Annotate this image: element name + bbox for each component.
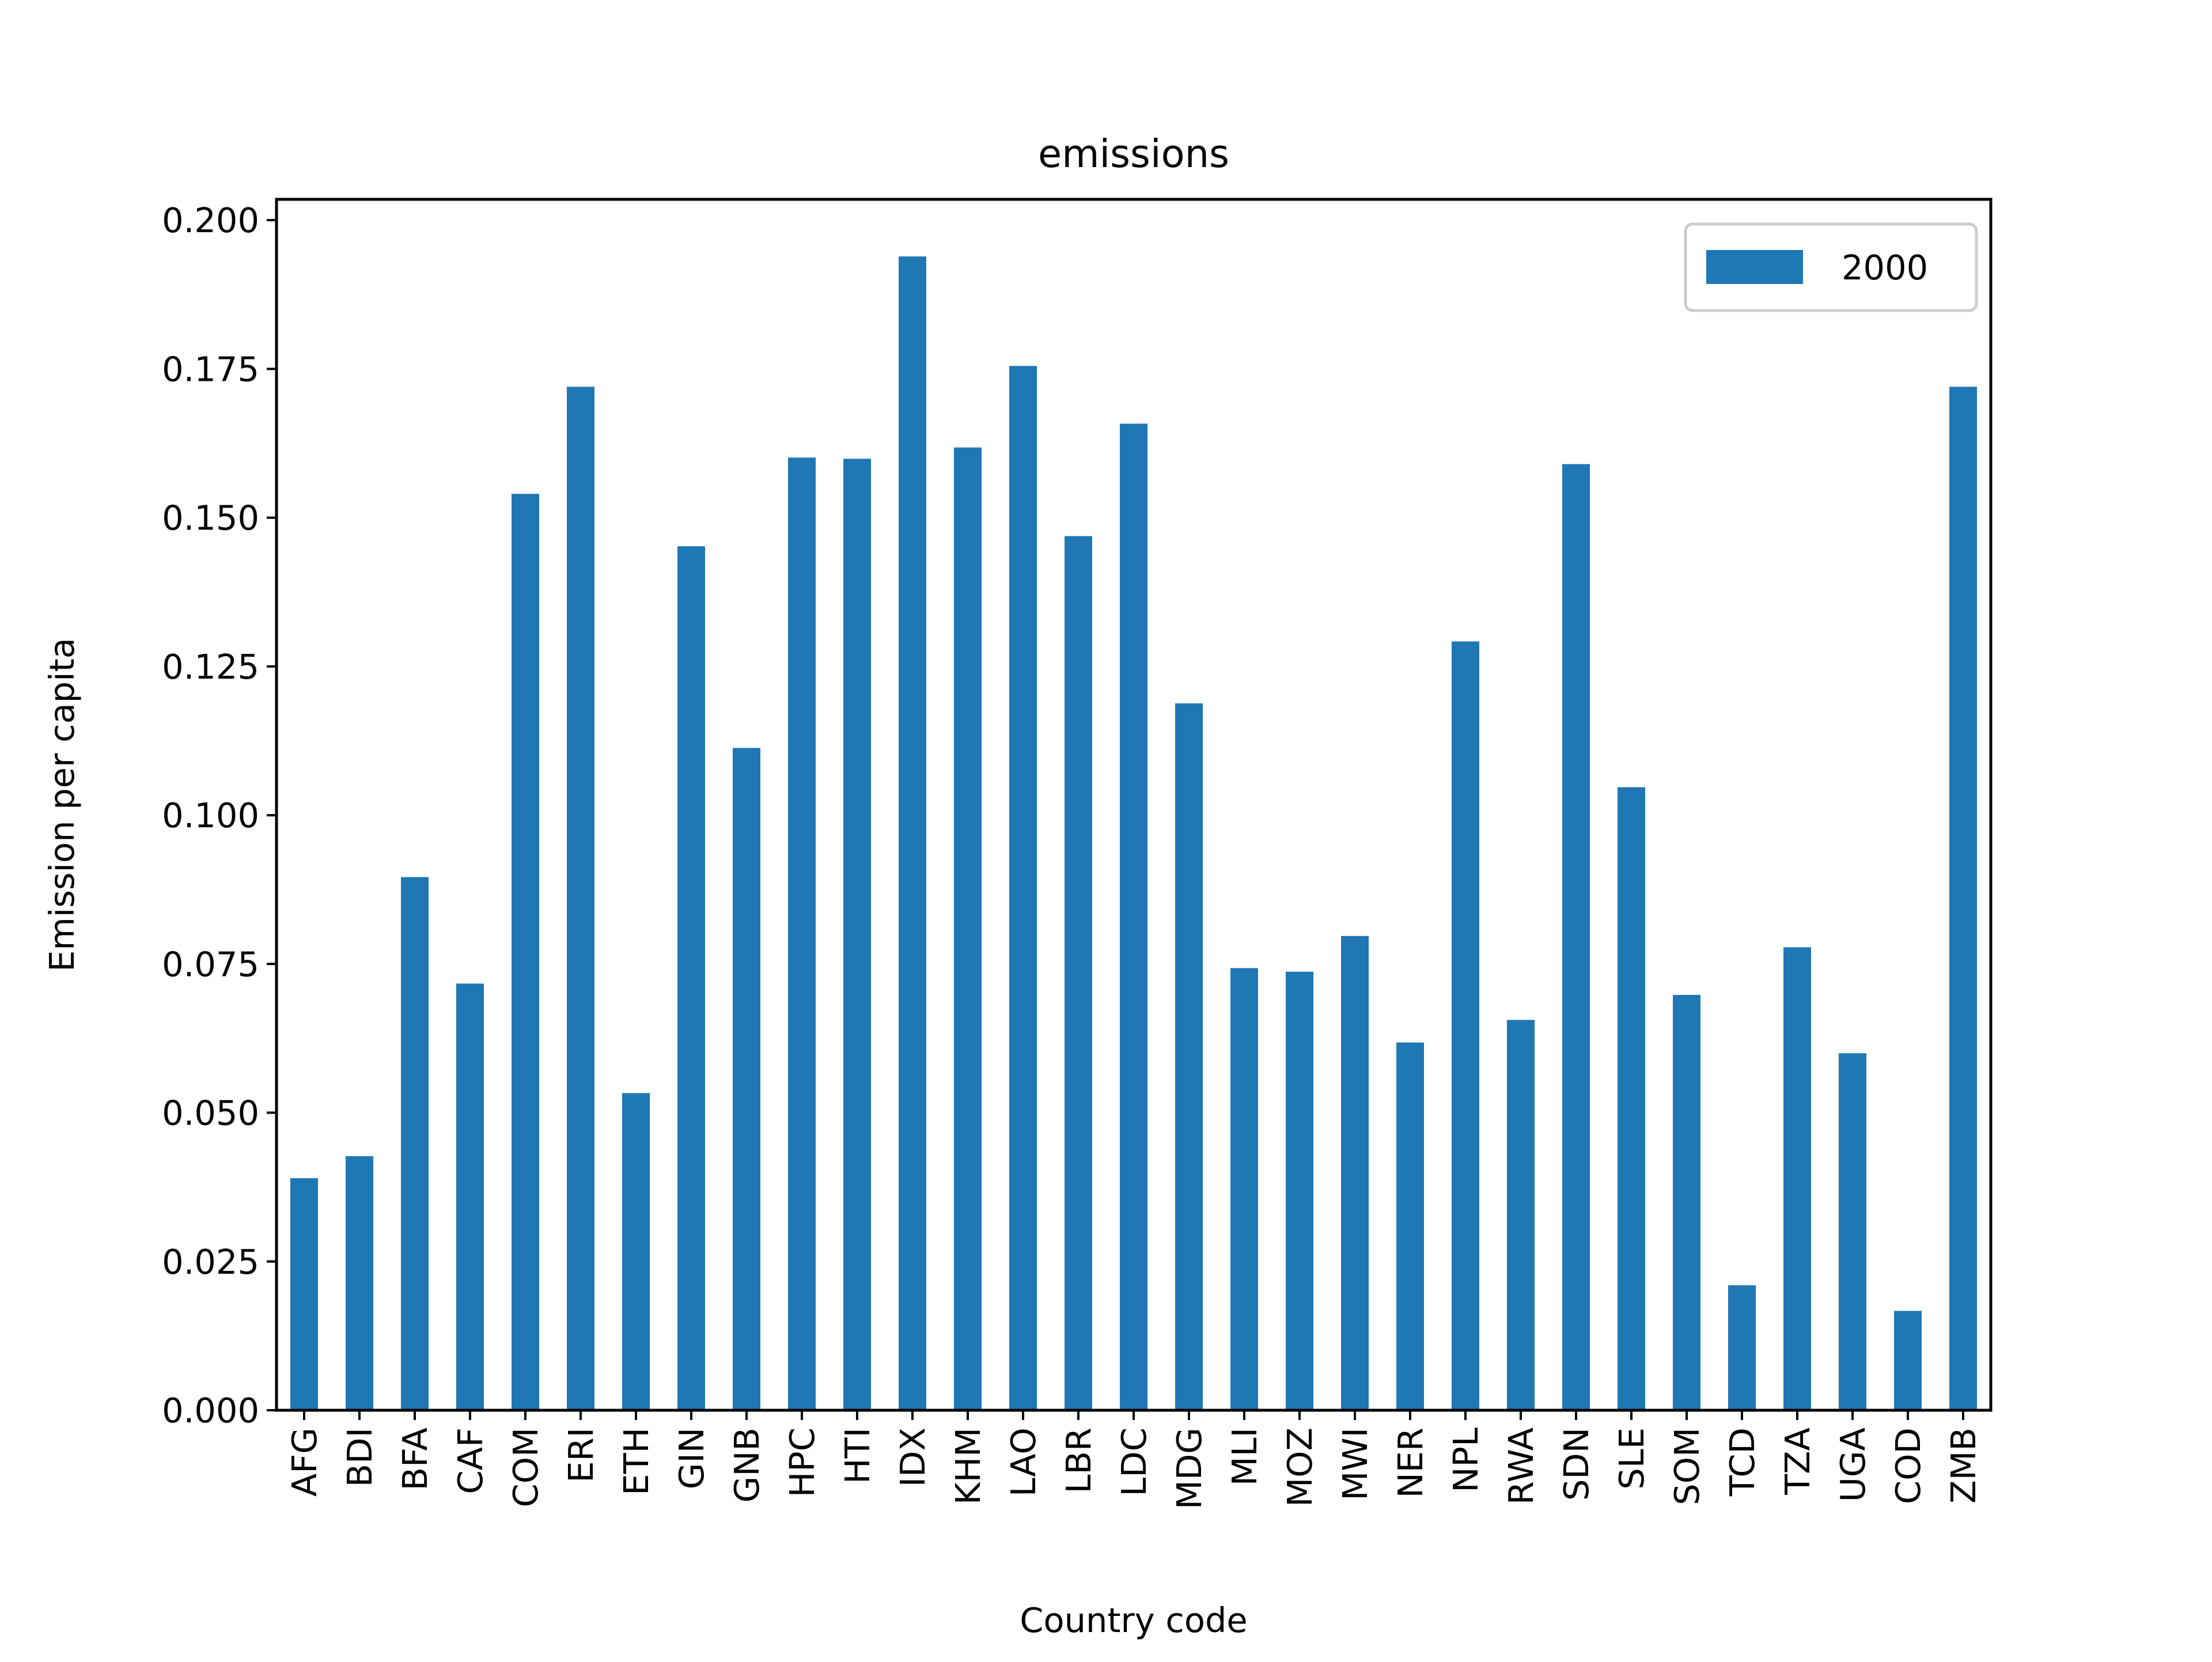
y-tick-label: 0.025 (162, 1242, 259, 1282)
x-tick-label: NER (1391, 1428, 1430, 1498)
bar-som (1673, 995, 1700, 1410)
x-tick-label: UGA (1833, 1428, 1873, 1502)
x-tick-label: BFA (395, 1428, 435, 1490)
x-tick-label: ERI (561, 1428, 601, 1483)
legend-box (1684, 222, 1978, 312)
x-tick-label: NPL (1446, 1428, 1486, 1493)
bar-mdg (1175, 703, 1203, 1410)
x-tick-label: TZA (1778, 1428, 1817, 1496)
bar-gnb (733, 748, 760, 1410)
bar-gin (677, 546, 705, 1410)
x-tick-label: LDC (1114, 1428, 1154, 1497)
bar-cod (1894, 1311, 1922, 1410)
bar-bdi (346, 1156, 373, 1410)
y-tick-label: 0.150 (162, 498, 259, 538)
x-tick-label: COM (506, 1428, 546, 1508)
legend-label: 2000 (1842, 248, 1928, 287)
x-tick-label: MDG (1169, 1428, 1209, 1509)
y-tick-label: 0.000 (162, 1391, 259, 1430)
x-tick-label: CAF (450, 1428, 490, 1494)
bar-tcd (1728, 1285, 1756, 1410)
x-tick-label: RWA (1501, 1428, 1541, 1505)
bar-sdn (1562, 464, 1590, 1410)
bar-khm (954, 447, 982, 1410)
x-tick-label: COD (1888, 1428, 1928, 1504)
bar-ner (1396, 1042, 1424, 1410)
x-tick-label: SLE (1612, 1428, 1652, 1490)
x-tick-label: LBR (1059, 1428, 1099, 1493)
bar-afg (290, 1178, 318, 1410)
bar-caf (456, 983, 484, 1410)
x-tick-label: HTI (838, 1428, 877, 1484)
bar-idx (899, 256, 926, 1411)
y-tick-label: 0.200 (162, 200, 259, 240)
x-tick-label: SDN (1556, 1428, 1596, 1501)
bar-com (512, 494, 539, 1410)
x-axis-label: Country code (1020, 1600, 1247, 1640)
legend: 2000 (1684, 222, 1978, 312)
bar-hpc (788, 457, 816, 1410)
bar-ldc (1120, 423, 1147, 1410)
x-tick-label: KHM (948, 1428, 988, 1505)
bar-lbr (1065, 536, 1092, 1410)
bar-npl (1452, 641, 1479, 1410)
bar-mwi (1341, 936, 1369, 1410)
bar-hti (843, 459, 871, 1411)
x-tick-label: ETH (616, 1428, 656, 1496)
x-tick-label: MLI (1225, 1428, 1264, 1486)
x-tick-label: AFG (285, 1428, 324, 1497)
y-axis-label: Emission per capita (42, 638, 82, 972)
bar-tza (1783, 947, 1811, 1410)
bar-moz (1286, 971, 1313, 1410)
bar-uga (1839, 1053, 1866, 1410)
bar-bfa (401, 877, 429, 1410)
bar-rwa (1507, 1020, 1535, 1410)
x-tick-label: IDX (893, 1428, 933, 1487)
bar-lao (1009, 366, 1037, 1410)
x-tick-label: BDI (340, 1428, 380, 1487)
bar-sle (1618, 787, 1645, 1410)
x-axis: AFG BDI BFA CAF COM ERI ETH GIN GNB HPC HTI IDX KHM L… (285, 1410, 1983, 1509)
y-tick-label: 0.175 (162, 349, 259, 389)
x-tick-label: MOZ (1280, 1428, 1320, 1507)
bar-eri (567, 387, 594, 1410)
bar-mli (1230, 968, 1258, 1410)
bar-zmb (1949, 387, 1977, 1410)
x-tick-label: SOM (1667, 1428, 1707, 1505)
x-tick-label: GNB (727, 1428, 767, 1502)
chart-title: emissions (1038, 131, 1229, 176)
x-tick-label: MWI (1335, 1428, 1375, 1501)
y-tick-label: 0.100 (162, 796, 259, 835)
x-tick-label: ZMB (1944, 1428, 1983, 1504)
plot-frame (275, 198, 1993, 1412)
x-tick-label: HPC (782, 1428, 822, 1497)
x-tick-label: LAO (1003, 1428, 1043, 1497)
bar-eth (622, 1093, 650, 1410)
legend-swatch (1706, 250, 1803, 284)
y-tick-label: 0.050 (162, 1093, 259, 1133)
y-axis: 0.000 0.025 0.050 0.075 0.100 0.125 0.150 0.175… (162, 200, 276, 1430)
bars-layer (290, 256, 1977, 1411)
x-tick-label: GIN (672, 1428, 711, 1489)
x-tick-label: TCD (1722, 1428, 1762, 1497)
y-tick-label: 0.075 (162, 944, 259, 984)
y-tick-label: 0.125 (162, 647, 259, 687)
